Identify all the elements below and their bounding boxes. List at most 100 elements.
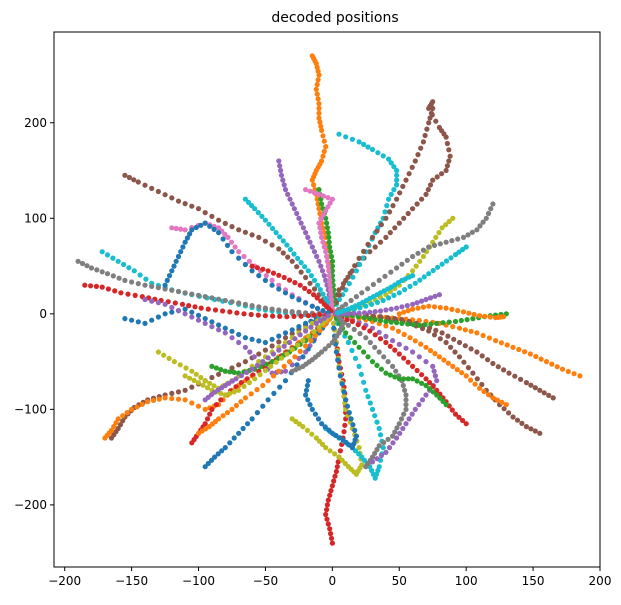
data-point [125,291,131,297]
data-point [361,349,367,355]
data-point [390,338,396,344]
data-point [383,339,389,346]
data-point [483,215,489,221]
data-point [320,153,326,159]
data-point [169,309,175,315]
data-point [187,375,193,381]
data-point [328,249,334,255]
data-point [93,283,99,289]
data-point [485,210,492,217]
data-point [82,282,88,288]
data-point [222,297,228,304]
data-point [189,314,195,320]
data-point [363,387,369,393]
data-point [316,220,322,226]
data-point [268,363,274,369]
data-point [392,347,398,353]
data-point [305,333,311,339]
data-point [399,304,405,310]
data-point [149,185,155,191]
data-point [318,123,324,129]
data-point [370,281,376,288]
data-point [231,369,237,375]
data-point [171,263,177,269]
data-point [321,315,327,321]
data-point [431,304,438,310]
data-point [298,269,304,275]
data-point [287,246,293,253]
data-point [324,516,330,522]
data-point [145,399,151,405]
data-point [430,389,436,395]
data-point [334,464,340,470]
data-point [282,368,289,374]
data-point [289,416,295,422]
data-point [126,265,132,271]
data-point [490,360,496,367]
data-point [402,287,408,293]
data-point [328,253,335,260]
data-point [236,255,242,261]
data-point [325,497,331,503]
data-point [215,451,221,457]
data-point [257,372,263,378]
data-point [255,312,261,318]
data-point [222,325,228,331]
data-point [348,297,354,304]
data-point [512,373,518,379]
data-point [318,263,324,269]
data-point [523,424,530,430]
data-point [195,317,202,323]
data-point [426,328,432,334]
data-point [396,341,402,347]
data-point [543,359,550,365]
data-point [415,152,421,158]
data-point [445,333,451,339]
data-point [111,424,117,430]
data-point [394,182,400,188]
data-point [339,381,345,387]
data-point [249,232,255,238]
data-point [431,242,438,248]
data-point [303,187,309,193]
data-point [229,249,235,255]
data-point [350,274,356,280]
data-point [427,115,433,121]
data-point [205,460,211,467]
data-point [315,96,321,102]
data-point [296,297,302,303]
data-point [477,313,483,319]
data-point [129,406,135,412]
data-point [233,384,239,390]
data-point [416,354,422,360]
data-point [423,296,429,303]
data-point [232,244,238,250]
data-point [468,346,474,352]
data-point [280,250,286,256]
data-point [213,365,219,371]
data-point [276,347,282,353]
data-point [207,411,213,417]
data-point [410,306,416,312]
data-point [303,230,309,236]
data-point [324,253,330,260]
data-point [161,352,167,358]
data-point [189,368,195,374]
data-point [236,249,242,255]
data-point [352,427,358,433]
data-point [169,225,175,231]
data-point [383,323,389,329]
data-point [262,277,268,283]
data-point [254,265,260,271]
data-point [300,424,306,430]
data-point [262,313,268,319]
data-point [238,373,244,379]
data-point [246,380,252,386]
data-point [149,298,155,304]
data-point [384,203,390,209]
data-point [284,314,290,320]
data-point [410,363,416,369]
data-point [316,438,322,444]
data-point [113,420,119,426]
data-point [490,201,496,207]
